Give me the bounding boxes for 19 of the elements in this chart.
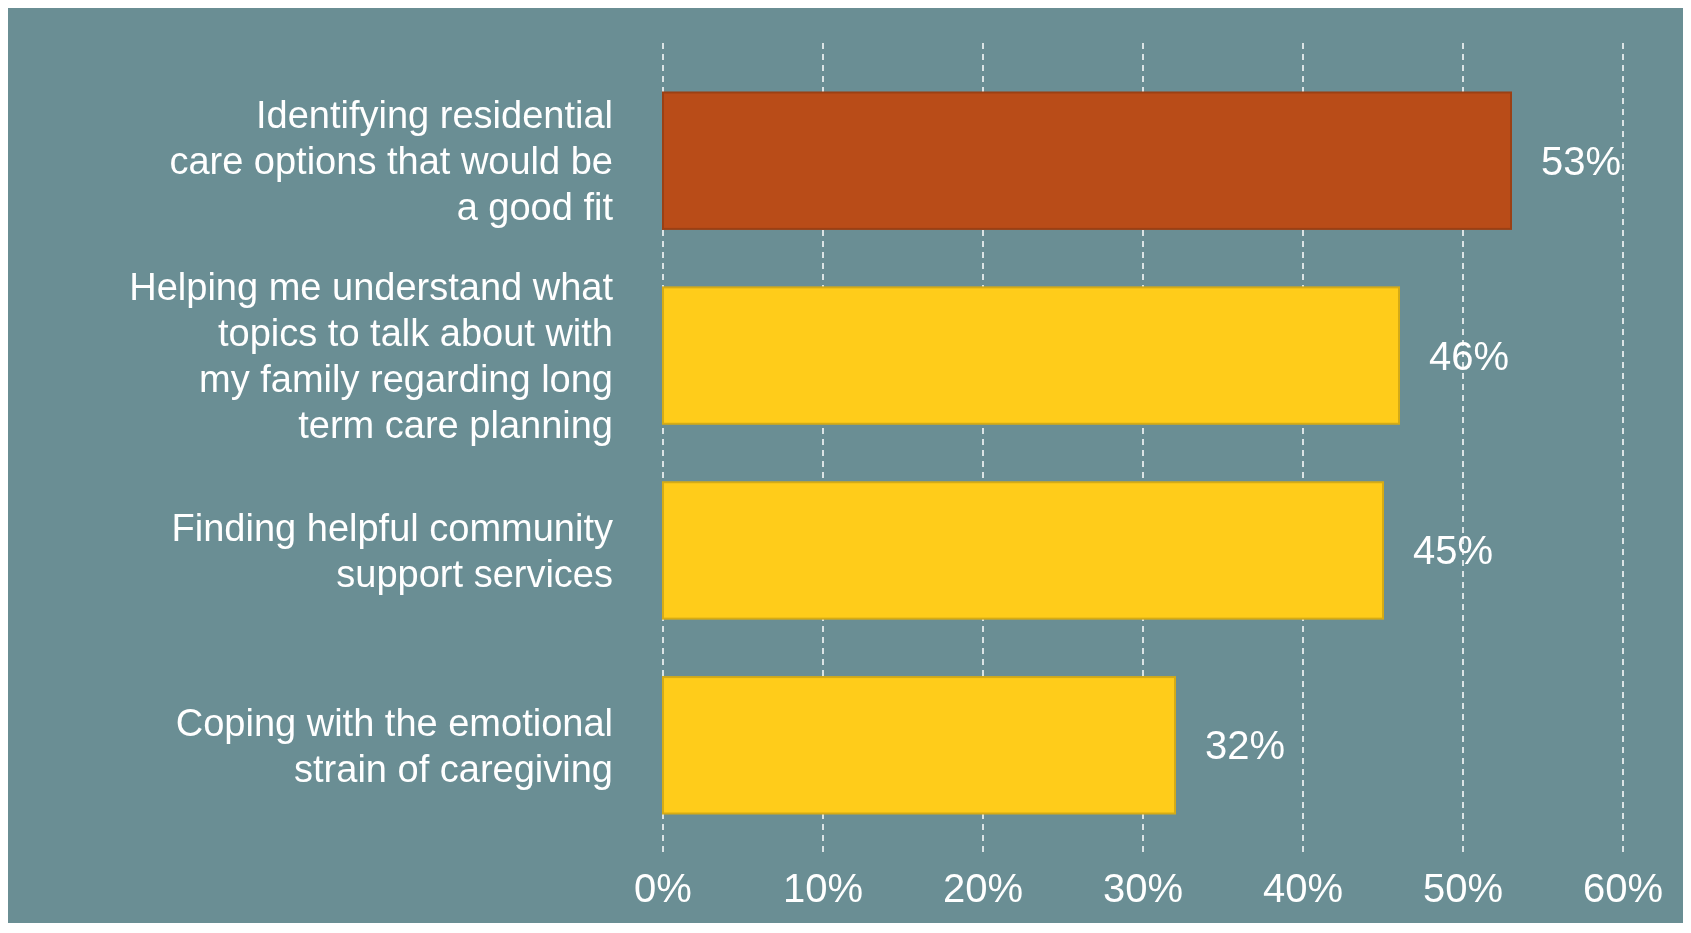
bar [662, 676, 1176, 815]
data-label: 45% [1413, 528, 1494, 573]
y-tick-label: Finding helpful community support services [171, 506, 613, 595]
y-tick-label: Identifying residential care options that would be a good fit [169, 93, 614, 228]
x-tick-label: 40% [1262, 866, 1344, 910]
x-tick-label: 60% [1582, 866, 1664, 910]
bar [662, 286, 1400, 425]
y-tick-label: Helping me understand what topics to talk about with my family regarding long term care planning [129, 265, 614, 446]
data-label: 46% [1429, 333, 1510, 378]
x-tick-label: 30% [1102, 866, 1184, 910]
bar [662, 91, 1512, 230]
x-tick-label: 0% [634, 866, 692, 910]
y-tick-label: Coping with the emotional strain of caregiving [175, 701, 613, 790]
x-tick-label: 20% [942, 866, 1024, 910]
bar [662, 481, 1384, 620]
x-tick-label: 10% [782, 866, 864, 910]
x-tick-label: 50% [1422, 866, 1504, 910]
data-label: 32% [1205, 723, 1286, 768]
data-label: 53% [1541, 138, 1622, 183]
